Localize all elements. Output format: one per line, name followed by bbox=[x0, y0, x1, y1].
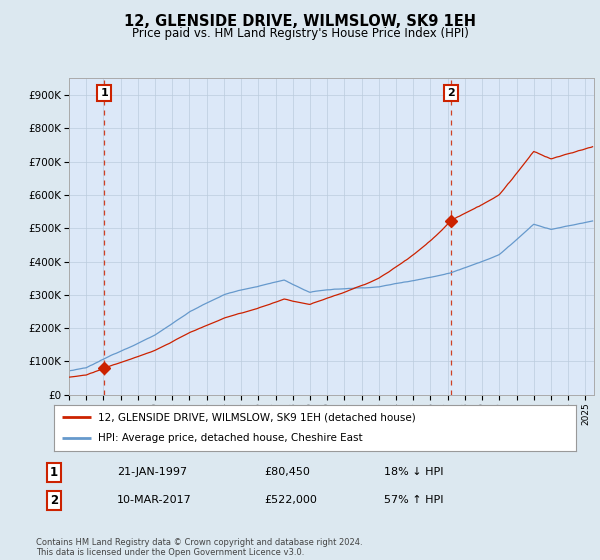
Text: Price paid vs. HM Land Registry's House Price Index (HPI): Price paid vs. HM Land Registry's House … bbox=[131, 27, 469, 40]
Text: HPI: Average price, detached house, Cheshire East: HPI: Average price, detached house, Ches… bbox=[98, 433, 363, 444]
Text: 1: 1 bbox=[50, 465, 58, 479]
Text: 10-MAR-2017: 10-MAR-2017 bbox=[117, 495, 192, 505]
Text: 2: 2 bbox=[50, 493, 58, 507]
Text: 1: 1 bbox=[100, 87, 108, 97]
Text: 12, GLENSIDE DRIVE, WILMSLOW, SK9 1EH: 12, GLENSIDE DRIVE, WILMSLOW, SK9 1EH bbox=[124, 14, 476, 29]
Text: 2: 2 bbox=[447, 87, 455, 97]
Text: 21-JAN-1997: 21-JAN-1997 bbox=[117, 467, 187, 477]
Text: Contains HM Land Registry data © Crown copyright and database right 2024.
This d: Contains HM Land Registry data © Crown c… bbox=[36, 538, 362, 557]
Text: 57% ↑ HPI: 57% ↑ HPI bbox=[384, 495, 443, 505]
Text: £522,000: £522,000 bbox=[264, 495, 317, 505]
Text: 18% ↓ HPI: 18% ↓ HPI bbox=[384, 467, 443, 477]
Text: 12, GLENSIDE DRIVE, WILMSLOW, SK9 1EH (detached house): 12, GLENSIDE DRIVE, WILMSLOW, SK9 1EH (d… bbox=[98, 412, 416, 422]
Text: £80,450: £80,450 bbox=[264, 467, 310, 477]
